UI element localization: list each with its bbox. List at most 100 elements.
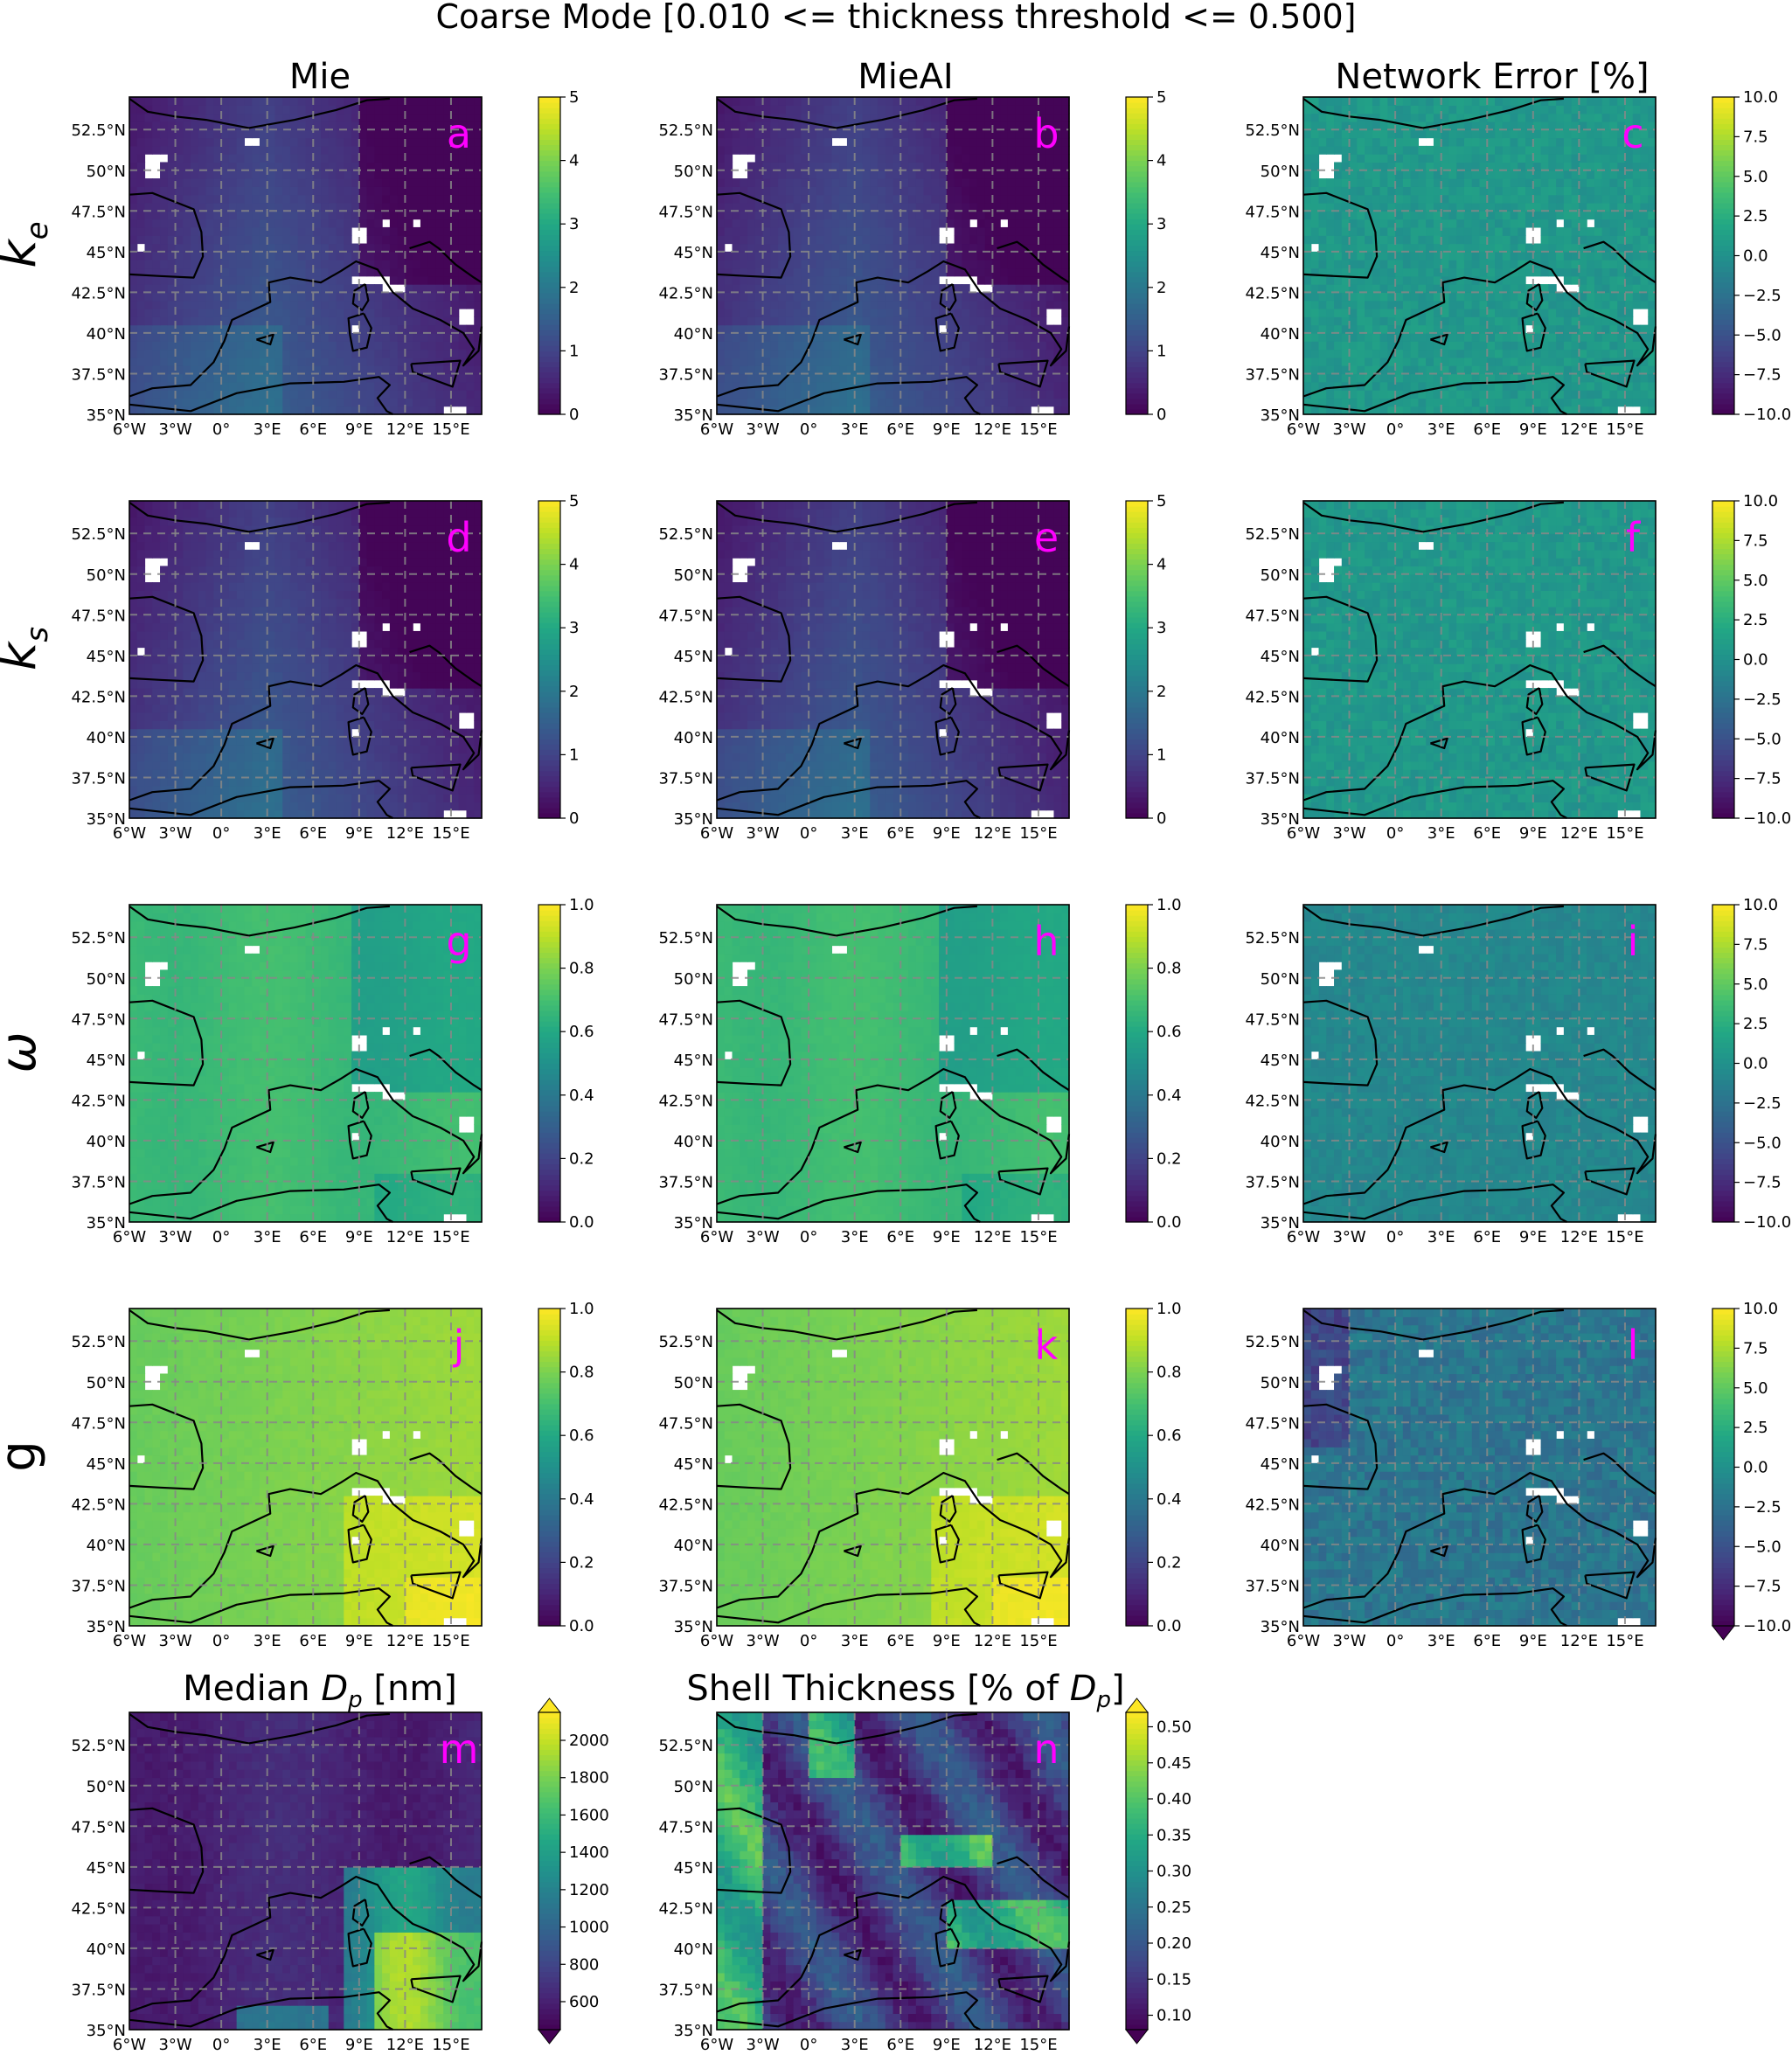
heatmap-cell	[451, 186, 459, 195]
colorbar-tick-label: 4	[569, 152, 579, 170]
heatmap-cell	[359, 350, 367, 358]
heatmap-cell	[129, 382, 137, 391]
heatmap-cell	[252, 252, 260, 260]
heatmap-cell	[855, 390, 863, 399]
heatmap-cell	[1487, 373, 1495, 382]
heatmap-cell	[428, 154, 436, 163]
heatmap-cell	[747, 227, 755, 236]
heatmap-cell	[1311, 219, 1319, 228]
heatmap-cell	[451, 276, 459, 285]
colorbar-tick-label: 1	[569, 342, 579, 360]
heatmap-cell	[474, 138, 482, 147]
heatmap-cell	[267, 301, 275, 309]
heatmap-cell	[229, 333, 237, 342]
heatmap-cell	[1326, 390, 1334, 399]
heatmap-cell	[1541, 382, 1549, 391]
heatmap-cell	[229, 406, 237, 415]
heatmap-cell	[420, 358, 428, 366]
heatmap-cell	[244, 211, 252, 219]
heatmap-cell	[1395, 227, 1403, 236]
heatmap-cell	[176, 97, 184, 106]
colorbar-step	[1126, 367, 1148, 373]
heatmap-cell	[816, 358, 824, 366]
heatmap-cell	[1640, 373, 1648, 382]
heatmap-cell	[337, 178, 344, 187]
heatmap-cell	[1640, 235, 1648, 244]
heatmap-cell	[206, 390, 214, 399]
heatmap-cell	[1456, 309, 1464, 317]
heatmap-cell	[733, 211, 740, 219]
heatmap-cell	[839, 146, 847, 155]
heatmap-cell	[747, 341, 755, 350]
heatmap-cell	[870, 292, 878, 301]
heatmap-cell	[1464, 390, 1472, 399]
y-tick-label: 52.5°N	[658, 121, 713, 140]
heatmap-cell	[770, 398, 778, 406]
heatmap-cell	[1357, 373, 1365, 382]
heatmap-cell	[809, 138, 816, 147]
heatmap-cell	[1403, 301, 1411, 309]
heatmap-cell	[290, 129, 298, 138]
heatmap-cell	[420, 406, 428, 415]
heatmap-cell	[816, 292, 824, 301]
heatmap-cell	[274, 373, 282, 382]
colorbar-step	[1126, 118, 1148, 124]
colorbar-step	[1126, 372, 1148, 378]
heatmap-cell	[831, 398, 839, 406]
heatmap-cell	[794, 105, 802, 114]
heatmap-cell	[374, 316, 382, 325]
heatmap-cell	[1448, 301, 1456, 309]
heatmap-cell	[878, 358, 886, 366]
heatmap-cell	[855, 105, 863, 114]
heatmap-cell	[129, 316, 137, 325]
heatmap-cell	[374, 382, 382, 391]
heatmap-cell	[420, 292, 428, 301]
heatmap-cell	[1303, 406, 1311, 415]
heatmap-cell	[1518, 276, 1525, 285]
y-tick-label: 37.5°N	[71, 365, 126, 384]
heatmap-cell	[1016, 219, 1024, 228]
heatmap-cell	[183, 129, 191, 138]
heatmap-cell	[374, 252, 382, 260]
heatmap-cell	[282, 358, 290, 366]
heatmap-cell	[916, 154, 924, 163]
heatmap-cell	[274, 398, 282, 406]
heatmap-cell	[1418, 219, 1426, 228]
heatmap-cell	[778, 170, 786, 179]
heatmap-cell	[1472, 227, 1480, 236]
heatmap-cell	[955, 211, 962, 219]
heatmap-cell	[1511, 398, 1518, 406]
x-tick-label: 12°E	[974, 420, 1011, 439]
heatmap-cell	[862, 186, 870, 195]
heatmap-cell	[244, 276, 252, 285]
x-tick-label: 12°E	[386, 420, 424, 439]
heatmap-cell	[878, 325, 886, 334]
heatmap-cell	[1380, 333, 1388, 342]
heatmap-cell	[763, 154, 771, 163]
heatmap-cell	[329, 235, 337, 244]
heatmap-cell	[459, 235, 467, 244]
colorbar-step	[538, 330, 560, 336]
heatmap-cell	[1403, 350, 1411, 358]
heatmap-cell	[1548, 301, 1556, 309]
heatmap-cell	[962, 211, 969, 219]
heatmap-cell	[1556, 267, 1564, 276]
heatmap-cell	[1426, 195, 1434, 204]
heatmap-cell	[405, 186, 413, 195]
heatmap-cell	[1334, 316, 1342, 325]
heatmap-cell	[717, 219, 725, 228]
heatmap-cell	[992, 211, 1000, 219]
heatmap-cell	[237, 154, 245, 163]
heatmap-cell	[1350, 235, 1358, 244]
colorbar-step	[538, 108, 560, 114]
heatmap-cell	[298, 227, 306, 236]
heatmap-cell	[1602, 406, 1610, 415]
heatmap-cell	[474, 390, 482, 399]
heatmap-cell	[878, 244, 886, 253]
heatmap-cell	[329, 178, 337, 187]
heatmap-cell	[977, 333, 985, 342]
heatmap-cell	[405, 292, 413, 301]
heatmap-cell	[367, 350, 375, 358]
heatmap-cell	[1587, 211, 1594, 219]
heatmap-cell	[931, 178, 939, 187]
